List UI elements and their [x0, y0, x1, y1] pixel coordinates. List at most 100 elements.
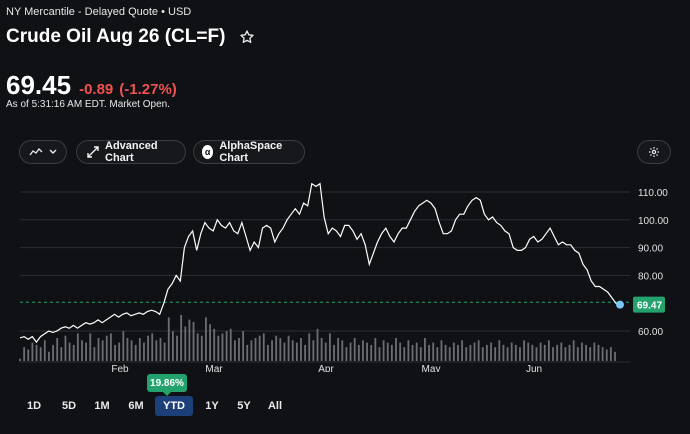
volume-bar [461, 340, 464, 361]
volume-bar [556, 344, 559, 361]
price-line [19, 182, 621, 344]
last-price-dot [616, 300, 624, 309]
volume-bar [547, 340, 550, 361]
volume-bar [543, 344, 546, 361]
volume-bar [138, 338, 141, 361]
volume-bar [506, 347, 509, 361]
volume-bar [374, 338, 377, 361]
volume-bar [523, 340, 525, 361]
x-tick-label: Feb [111, 364, 129, 372]
volume-bar [279, 338, 282, 361]
range-button-all[interactable]: All [267, 400, 283, 412]
volume-bar [473, 342, 476, 361]
price-change: -0.89 [79, 81, 114, 98]
page-title: Crude Oil Aug 26 (CL=F) [6, 26, 226, 47]
volume-bar [576, 347, 579, 361]
volume-bar [105, 335, 108, 361]
volume-bar [143, 342, 145, 361]
volume-bar [27, 349, 30, 361]
volume-bar [89, 333, 92, 361]
volume-bar [85, 342, 88, 361]
volume-bar [76, 333, 79, 361]
volume-bar [502, 344, 505, 361]
volume-bar [308, 333, 311, 361]
volume-bar [424, 338, 426, 361]
range-button-ytd[interactable]: YTD [155, 396, 193, 416]
volume-bar [283, 342, 286, 361]
volume-bar [552, 347, 554, 361]
price-value: 69.45 [6, 70, 72, 100]
volume-bar [481, 347, 484, 361]
volume-bar [205, 317, 207, 361]
alphaspace-logo-icon: α [202, 145, 214, 159]
volume-bar [246, 344, 249, 361]
volume-bar [403, 347, 406, 361]
volume-bar [134, 344, 137, 361]
exchange-label: NY Mercantile - Delayed Quote • USD [6, 6, 192, 18]
volume-bar [271, 340, 273, 361]
volume-bar [564, 347, 567, 361]
range-button-5d[interactable]: 5D [61, 400, 77, 412]
volume-bar [64, 335, 67, 361]
volume-bar [72, 344, 75, 361]
y-tick-label: 80.00 [638, 271, 663, 282]
volume-bar [585, 344, 587, 361]
volume-bar [126, 338, 129, 361]
volume-bar [333, 344, 335, 361]
volume-bar [457, 344, 459, 361]
mountain-chart-icon [29, 147, 43, 157]
range-button-5y[interactable]: 5Y [237, 400, 251, 412]
volume-bar [68, 342, 71, 361]
volume-bar [514, 344, 517, 361]
volume-bar [23, 347, 26, 361]
volume-bar [378, 347, 381, 361]
volume-bar [316, 328, 319, 361]
volume-bar [101, 340, 104, 361]
volume-bar [221, 333, 224, 361]
volume-bar [382, 340, 385, 361]
y-tick-label: 110.00 [638, 188, 668, 199]
quote-row: 69.45 -0.89 (-1.27%) [6, 70, 177, 101]
volume-bar [163, 342, 166, 361]
volume-bar [494, 347, 497, 361]
range-button-1m[interactable]: 1M [94, 400, 110, 412]
volume-bar [275, 335, 278, 361]
volume-bar [300, 338, 302, 361]
volume-bar [399, 342, 402, 361]
chart-type-button[interactable] [19, 140, 67, 164]
volume-bar [432, 342, 435, 361]
volume-bar [353, 338, 356, 361]
range-button-6m[interactable]: 6M [128, 400, 144, 412]
volume-bar [180, 315, 183, 361]
volume-bar [209, 324, 211, 361]
range-button-1y[interactable]: 1Y [205, 400, 219, 412]
volume-bar [593, 342, 596, 361]
volume-bar [490, 342, 492, 361]
range-selector: 1D 5D 1M 6M YTD 1Y 5Y All [22, 396, 289, 416]
volume-bar [370, 344, 373, 361]
volume-bar [357, 344, 360, 361]
volume-bar [233, 340, 236, 361]
x-tick-label: May [422, 364, 441, 372]
x-tick-label: Jun [526, 364, 542, 372]
alphaspace-chart-button[interactable]: α AlphaSpace Chart [193, 140, 305, 164]
volume-bar [436, 347, 439, 361]
volume-bar [171, 331, 174, 361]
volume-bar [486, 344, 488, 361]
volume-bar [254, 338, 257, 361]
volume-bar [440, 340, 443, 361]
volume-bar [192, 321, 195, 361]
volume-bar [589, 347, 592, 361]
volume-bar [43, 340, 46, 361]
volume-bar [250, 340, 253, 361]
volume-bar [390, 344, 393, 361]
volume-bar [597, 344, 600, 361]
chart-settings-button[interactable] [637, 140, 671, 164]
volume-bar [531, 344, 534, 361]
range-button-1d[interactable]: 1D [26, 400, 42, 412]
price-chart[interactable]: Feb Mar Apr May Jun 110.00 100.00 90.00 80.00 60… [0, 176, 690, 372]
volume-bar [560, 342, 563, 361]
star-icon[interactable] [239, 29, 255, 45]
advanced-chart-button[interactable]: Advanced Chart [76, 140, 186, 164]
volume-bar [200, 335, 203, 361]
